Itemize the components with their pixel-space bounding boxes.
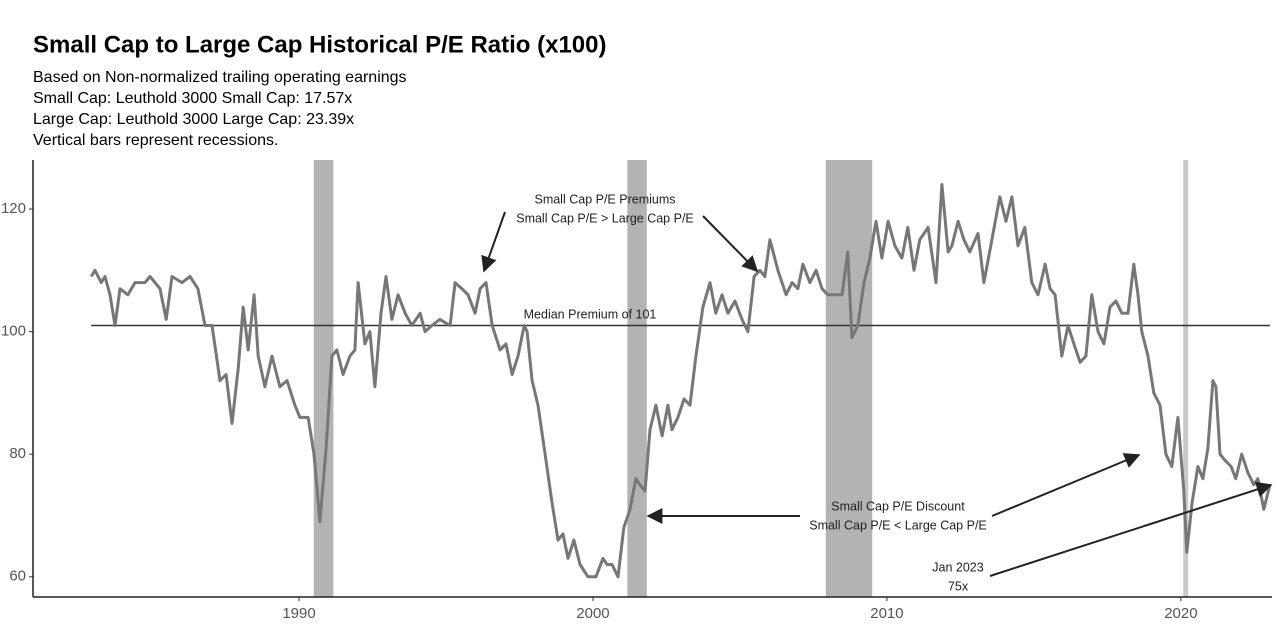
arrow xyxy=(991,453,1141,517)
recession-bar xyxy=(1183,160,1189,597)
annotation: Small Cap P/E Discount xyxy=(831,499,965,513)
arrow xyxy=(702,215,759,273)
annotation: Jan 2023 xyxy=(932,560,983,574)
x-tick-label: 2020 xyxy=(1164,605,1197,622)
annotation: 75x xyxy=(948,579,969,593)
x-tick-label: 2000 xyxy=(576,605,609,622)
x-tick-label: 2010 xyxy=(870,605,903,622)
recession-bar xyxy=(627,160,647,597)
arrow xyxy=(481,211,506,273)
y-tick-label: 60 xyxy=(9,568,26,585)
y-tick-label: 120 xyxy=(1,200,26,217)
annotation: Small Cap P/E > Large Cap P/E xyxy=(516,211,694,225)
ratio-line xyxy=(89,183,1272,579)
subtitle: Vertical bars represent recessions. xyxy=(33,132,278,149)
recession-bar xyxy=(825,160,873,597)
subtitle: Small Cap: Leuthold 3000 Small Cap: 17.5… xyxy=(33,90,352,107)
annotation: Median Premium of 101 xyxy=(524,307,657,321)
subtitle: Based on Non-normalized trailing operati… xyxy=(33,69,407,86)
x-tick-label: 1990 xyxy=(282,605,315,622)
annotation: Small Cap P/E < Large Cap P/E xyxy=(809,518,987,532)
chart-title: Small Cap to Large Cap Historical P/E Ra… xyxy=(33,31,607,58)
arrows xyxy=(481,211,1273,577)
recession-bar xyxy=(313,160,334,597)
plot-area: 60 80 100 120 1990 2000 2010 2020 xyxy=(1,160,1272,622)
annotation: Small Cap P/E Premiums xyxy=(534,192,675,206)
subtitle: Large Cap: Leuthold 3000 Large Cap: 23.3… xyxy=(33,111,354,128)
arrow xyxy=(989,481,1273,577)
y-tick-label: 100 xyxy=(1,323,26,340)
y-tick-label: 80 xyxy=(9,445,26,462)
